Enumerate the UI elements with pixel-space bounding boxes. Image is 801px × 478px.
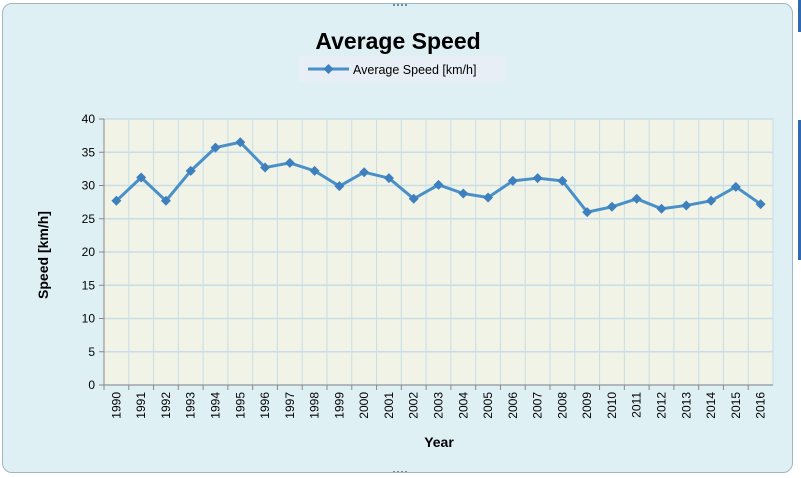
data-point-marker xyxy=(210,142,221,153)
data-point-marker xyxy=(260,162,271,173)
x-axis-title: Year xyxy=(424,434,454,450)
x-tick-label: 2005 xyxy=(481,392,495,419)
data-point-marker xyxy=(334,181,345,192)
x-tick-label: 2010 xyxy=(605,392,619,419)
x-tick-label: 1997 xyxy=(283,392,297,419)
data-point-marker xyxy=(681,200,692,211)
x-tick-label: 2016 xyxy=(754,392,768,419)
average-speed-line-chart: Average Speed Average Speed [km/h] 0 5 10 1… xyxy=(35,4,774,473)
x-tick-label: 2006 xyxy=(506,392,520,419)
data-point-marker xyxy=(458,188,469,199)
y-axis-title: Speed [km/h] xyxy=(35,211,51,299)
y-tick-label: 0 xyxy=(88,378,95,392)
x-tick-label: 1996 xyxy=(258,392,272,419)
x-tick-label: 1990 xyxy=(109,392,123,419)
y-tick-label: 20 xyxy=(82,245,96,259)
resize-handle-bottom[interactable] xyxy=(393,471,407,473)
selection-edge-top xyxy=(798,0,801,32)
x-tick-label: 2003 xyxy=(432,392,446,419)
x-tick-label: 1999 xyxy=(332,392,346,419)
data-point-marker xyxy=(557,175,568,186)
resize-handle-top[interactable] xyxy=(393,4,407,6)
data-point-marker xyxy=(433,179,444,190)
y-tick-label: 40 xyxy=(82,112,96,126)
chart-frame[interactable]: Average Speed Average Speed [km/h] 0 5 10 1… xyxy=(2,3,793,473)
y-tick-label: 5 xyxy=(88,345,95,359)
x-tick-label: 2000 xyxy=(357,392,371,419)
data-point-marker xyxy=(309,165,320,176)
chart-title: Average Speed xyxy=(315,28,480,54)
x-tick-label: 1993 xyxy=(184,392,198,419)
data-point-marker xyxy=(383,173,394,184)
data-point-marker xyxy=(160,195,171,206)
x-tick-label: 2009 xyxy=(580,392,594,419)
data-point-marker xyxy=(631,193,642,204)
x-tick-label: 1994 xyxy=(209,392,223,419)
x-tick-label: 2008 xyxy=(555,392,569,419)
data-point-marker xyxy=(185,165,196,176)
x-tick-label: 2012 xyxy=(655,392,669,419)
selection-edge-middle xyxy=(798,120,801,260)
legend-marker-icon xyxy=(323,64,334,74)
y-tick-label: 15 xyxy=(82,278,96,292)
x-tick-label: 1998 xyxy=(308,392,322,419)
data-point-marker xyxy=(235,137,246,148)
y-tick-label: 10 xyxy=(82,312,96,326)
plot-area[interactable]: 0 5 10 15 20 25 30 35 40 1990 1991 1992 1993 1994 1995… xyxy=(82,112,774,419)
data-point-marker xyxy=(582,207,593,218)
y-tick-label: 30 xyxy=(82,179,96,193)
data-point-marker xyxy=(706,195,717,206)
data-point-marker xyxy=(606,201,617,212)
x-tick-label: 2014 xyxy=(704,392,718,419)
data-point-marker xyxy=(111,195,122,206)
data-point-marker xyxy=(507,175,518,186)
legend-label: Average Speed [km/h] xyxy=(353,63,476,77)
x-tick-label: 2002 xyxy=(407,392,421,419)
x-tick-label: 1992 xyxy=(159,392,173,419)
data-point-marker xyxy=(730,181,741,192)
x-tick-label: 1991 xyxy=(134,392,148,419)
x-tick-label: 2011 xyxy=(630,392,644,418)
x-tick-label: 2004 xyxy=(456,392,470,419)
x-tick-label: 2001 xyxy=(382,392,396,419)
data-point-marker xyxy=(483,192,494,203)
x-tick-label: 1995 xyxy=(233,392,247,419)
data-point-marker xyxy=(532,173,543,184)
data-point-marker xyxy=(359,167,370,178)
data-point-marker xyxy=(284,157,295,168)
data-point-marker xyxy=(656,203,667,214)
x-tick-label: 2015 xyxy=(729,392,743,419)
data-point-marker xyxy=(755,199,766,210)
data-point-marker xyxy=(136,172,147,183)
data-point-marker xyxy=(408,193,419,204)
x-tick-label: 2007 xyxy=(531,392,545,419)
y-tick-label: 35 xyxy=(82,145,96,159)
y-tick-label: 25 xyxy=(82,212,96,226)
x-tick-label: 2013 xyxy=(679,392,693,419)
legend[interactable]: Average Speed [km/h] xyxy=(299,56,505,82)
